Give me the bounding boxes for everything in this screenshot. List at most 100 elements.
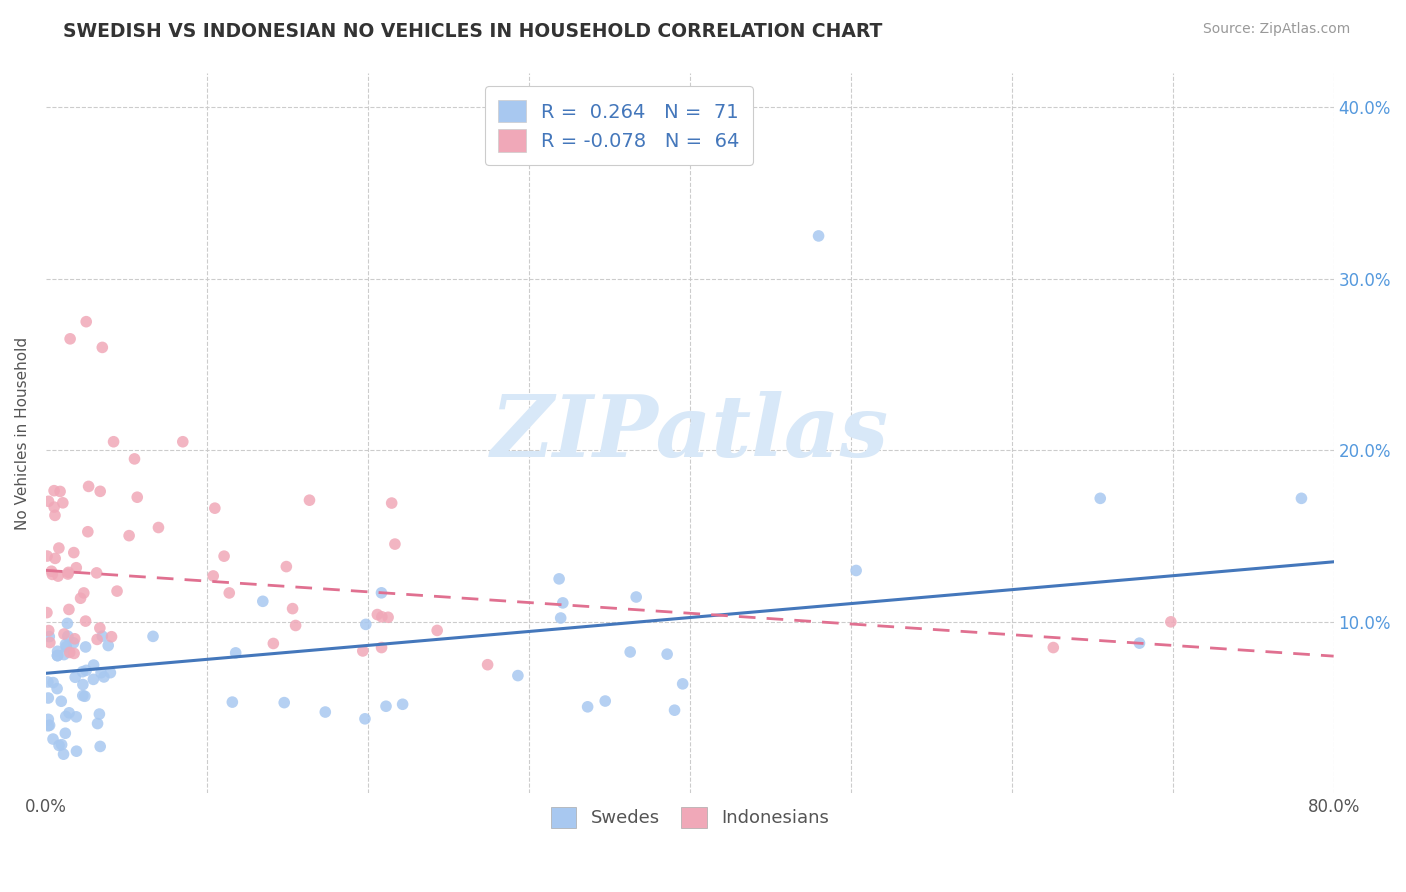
Point (89, 621, 111, 635)
Point (72, 677, 94, 691)
Point (58, 566, 80, 580)
Point (37, 719, 59, 733)
Point (52, 496, 75, 510)
Point (593, 694, 616, 708)
Point (276, 559, 298, 574)
Text: SWEDISH VS INDONESIAN NO VEHICLES IN HOUSEHOLD CORRELATION CHART: SWEDISH VS INDONESIAN NO VEHICLES IN HOU… (63, 22, 883, 41)
Point (46, 569, 69, 583)
Point (664, 703, 686, 717)
Point (100, 630, 122, 644)
Point (1160, 615, 1182, 629)
Point (75, 614, 97, 628)
Point (42, 483, 65, 498)
Point (56, 616, 79, 631)
Point (55, 709, 77, 723)
Point (82, 673, 104, 687)
Point (366, 607, 388, 622)
Point (204, 501, 226, 516)
Point (252, 594, 274, 608)
Point (46, 681, 69, 696)
Point (72, 689, 94, 703)
Point (142, 629, 165, 643)
Point (370, 640, 392, 655)
Point (93, 670, 115, 684)
Point (41, 564, 63, 578)
Point (38, 494, 60, 508)
Point (38, 630, 60, 644)
Point (354, 712, 377, 726)
Point (75, 315, 97, 329)
Point (69, 591, 91, 606)
Point (86, 632, 108, 647)
Point (103, 434, 125, 449)
Point (281, 601, 304, 615)
Point (1090, 491, 1112, 506)
Point (105, 584, 128, 599)
Point (37, 549, 59, 563)
Point (44, 500, 66, 515)
Point (59, 645, 82, 659)
Point (72, 665, 94, 679)
Point (49, 484, 72, 499)
Point (172, 434, 194, 449)
Point (124, 451, 146, 466)
Point (58, 706, 80, 720)
Point (73, 586, 96, 600)
Y-axis label: No Vehicles in Household: No Vehicles in Household (15, 336, 30, 530)
Point (273, 696, 295, 710)
Point (65, 710, 87, 724)
Point (42, 732, 65, 747)
Point (77, 479, 100, 493)
Point (48, 541, 70, 555)
Point (75, 664, 97, 678)
Point (38, 635, 60, 649)
Point (63, 632, 86, 646)
Point (65, 744, 87, 758)
Point (426, 624, 449, 638)
Point (91, 629, 114, 643)
Point (53, 648, 76, 662)
Point (35, 606, 58, 620)
Point (56, 567, 79, 582)
Point (202, 569, 225, 583)
Point (477, 657, 499, 672)
Point (262, 636, 284, 650)
Point (52, 627, 75, 641)
Point (63, 670, 86, 684)
Point (52, 747, 75, 762)
Point (212, 549, 235, 564)
Point (550, 611, 572, 625)
Point (83, 658, 105, 673)
Point (48, 739, 70, 753)
Point (86, 716, 108, 731)
Point (381, 496, 404, 510)
Point (42, 675, 65, 690)
Point (619, 645, 641, 659)
Point (59, 332, 82, 346)
Point (384, 537, 406, 551)
Point (62, 546, 84, 560)
Point (352, 644, 374, 658)
Point (37, 691, 59, 706)
Point (86, 566, 108, 580)
Point (1291, 491, 1313, 506)
Point (44, 508, 66, 523)
Point (1042, 640, 1064, 655)
Point (89, 739, 111, 754)
Legend: Swedes, Indonesians: Swedes, Indonesians (544, 799, 837, 835)
Point (46, 648, 69, 663)
Point (89, 707, 111, 722)
Point (38, 624, 60, 638)
Point (97, 639, 120, 653)
Point (371, 610, 394, 624)
Text: ZIPatlas: ZIPatlas (491, 392, 889, 475)
Point (314, 705, 336, 719)
Point (576, 699, 599, 714)
Point (46, 644, 69, 658)
Point (506, 668, 529, 682)
Point (118, 528, 141, 542)
Point (37, 675, 59, 690)
Point (73, 690, 96, 704)
Point (51, 738, 73, 752)
Point (354, 617, 377, 632)
